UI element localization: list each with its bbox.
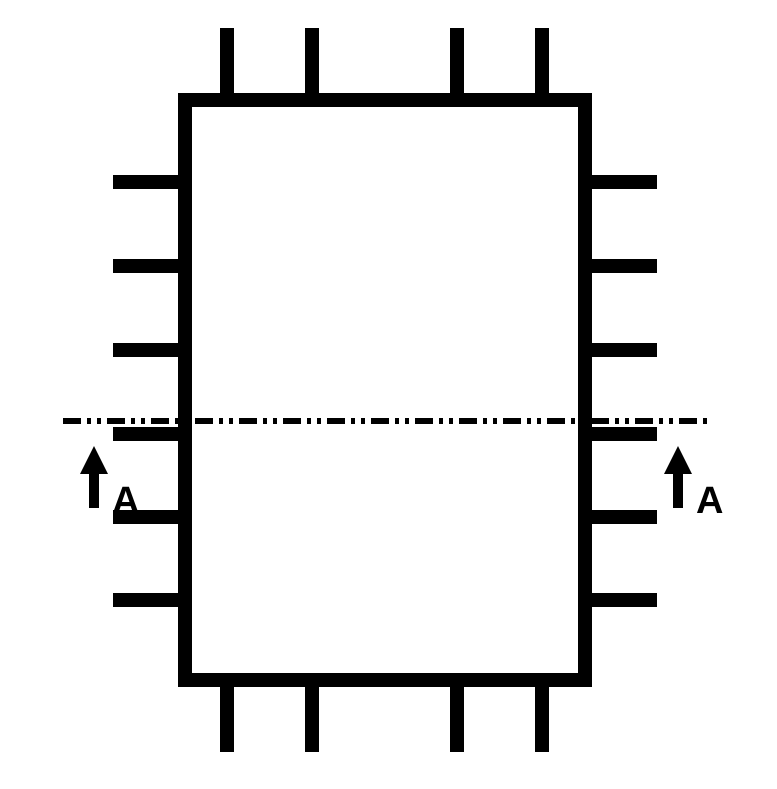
section-label-right: A xyxy=(696,480,723,523)
section-label-left: A xyxy=(112,480,139,523)
chip-diagram xyxy=(0,0,777,789)
